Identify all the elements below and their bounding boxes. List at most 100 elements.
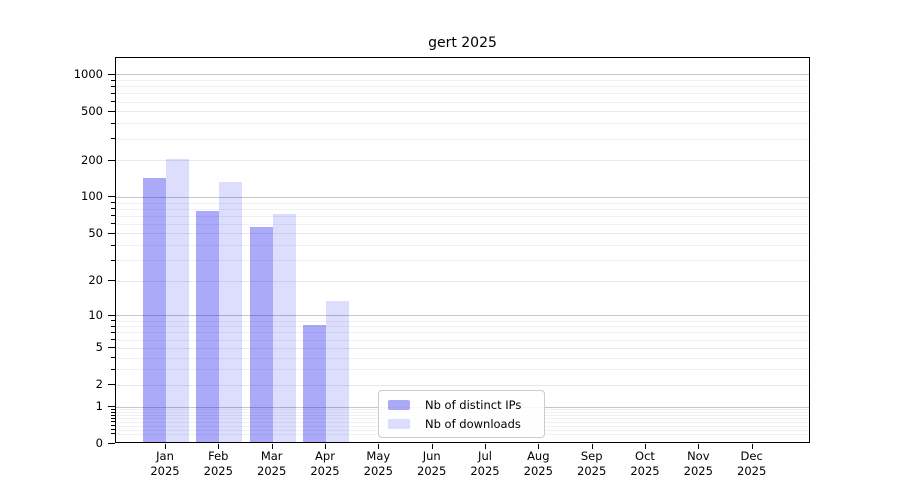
bars-layer: [116, 58, 809, 442]
y-axis-tick: [108, 280, 115, 282]
y-axis-minor-tick: [111, 433, 115, 435]
y-axis-minor-tick: [111, 417, 115, 419]
gridline: [116, 347, 809, 349]
bar-downloads: [219, 181, 243, 442]
gridline: [116, 202, 809, 204]
y-tick-label: 1: [95, 399, 103, 413]
y-tick-label: 100: [81, 189, 103, 204]
y-tick-label: 2: [95, 377, 103, 392]
y-axis-minor-tick: [111, 411, 115, 413]
gridline: [116, 320, 809, 322]
gridline: [116, 196, 809, 198]
bar-distinct-ips: [143, 177, 166, 442]
y-axis-minor-tick: [111, 122, 115, 124]
x-tick-label: Oct 2025: [630, 449, 660, 478]
x-tick-label: Sep 2025: [577, 449, 607, 478]
legend: Nb of distinct IPs Nb of downloads: [378, 390, 545, 438]
gridline: [116, 339, 809, 341]
y-axis-minor-tick: [111, 325, 115, 327]
x-axis-tick: [751, 444, 753, 449]
legend-swatch-distinct-ips: [388, 399, 410, 410]
gridline: [116, 280, 809, 282]
y-axis-tick: [108, 347, 115, 349]
y-tick-label: 200: [81, 152, 103, 167]
gridline: [116, 369, 809, 371]
y-axis-minor-tick: [111, 202, 115, 203]
gridline: [116, 160, 809, 162]
y-tick-label: 0: [95, 436, 103, 450]
y-axis-minor-tick: [111, 223, 115, 225]
y-axis-tick: [108, 196, 115, 198]
x-tick-label: Jun 2025: [417, 449, 447, 478]
gridline: [116, 245, 809, 247]
gridline: [116, 93, 809, 95]
x-tick-label: Nov 2025: [683, 449, 713, 478]
x-axis-tick: [325, 444, 326, 449]
x-axis-tick: [431, 444, 433, 449]
y-axis-tick: [108, 443, 115, 444]
y-axis-tick: [108, 110, 115, 112]
x-axis-tick: [591, 444, 593, 449]
y-tick-label: 5: [95, 340, 103, 355]
y-axis-minor-tick: [111, 208, 115, 210]
x-tick-label: Dec 2025: [737, 449, 767, 478]
x-axis-tick: [538, 444, 540, 449]
y-axis-minor-tick: [111, 259, 115, 261]
y-axis-minor-tick: [111, 368, 115, 370]
x-tick-label: Mar 2025: [257, 449, 287, 478]
y-axis-minor-tick: [111, 92, 115, 94]
y-axis-tick: [108, 73, 115, 75]
x-axis-tick: [218, 444, 220, 449]
y-axis-minor-tick: [111, 414, 115, 416]
y-axis-minor-tick: [111, 244, 115, 246]
y-axis-minor-tick: [111, 357, 115, 358]
gridline: [116, 80, 809, 81]
x-tick-label: Jan 2025: [150, 449, 180, 478]
gridline: [116, 101, 809, 103]
x-axis-tick: [698, 444, 700, 449]
legend-label-distinct-ips: Nb of distinct IPs: [425, 397, 522, 412]
legend-item: Nb of downloads: [388, 417, 535, 431]
x-axis-tick: [271, 444, 273, 449]
y-axis-minor-tick: [111, 101, 115, 103]
gridline: [116, 332, 809, 334]
y-axis-tick: [108, 406, 115, 407]
legend-label-downloads: Nb of downloads: [425, 416, 521, 431]
y-axis-tick: [108, 232, 115, 234]
gridline: [116, 138, 809, 140]
plot-area: [115, 57, 810, 443]
x-tick-label: Aug 2025: [523, 449, 553, 478]
gridline: [116, 315, 809, 317]
y-axis-minor-tick: [111, 425, 115, 426]
x-axis-tick: [485, 444, 486, 449]
y-axis-minor-tick: [111, 339, 115, 340]
legend-item: Nb of distinct IPs: [388, 398, 535, 412]
x-axis-tick: [645, 444, 646, 449]
legend-swatch-downloads: [388, 418, 410, 429]
y-axis-tick: [108, 384, 115, 386]
gridline: [116, 326, 809, 328]
y-axis-minor-tick: [111, 421, 115, 423]
x-tick-label: May 2025: [363, 449, 393, 478]
x-tick-label: Feb 2025: [203, 449, 233, 478]
y-axis-minor-tick: [111, 320, 115, 321]
bar-distinct-ips: [249, 226, 273, 442]
gridline: [116, 74, 809, 76]
gridline: [116, 111, 809, 113]
gridline: [116, 208, 809, 210]
chart-title: gert 2025: [428, 35, 497, 51]
bar-downloads: [272, 214, 296, 442]
y-tick-label: 20: [88, 273, 103, 288]
gridline: [116, 357, 809, 359]
bar-distinct-ips: [196, 211, 220, 442]
y-axis-minor-tick: [111, 138, 115, 140]
bar-downloads: [326, 301, 349, 442]
x-axis-tick: [378, 444, 380, 449]
gridline: [116, 260, 809, 261]
y-tick-label: 1000: [73, 66, 103, 81]
y-axis-minor-tick: [111, 331, 115, 333]
gridline: [116, 86, 809, 88]
y-axis-tick: [108, 159, 115, 161]
y-axis-tick: [108, 314, 115, 316]
